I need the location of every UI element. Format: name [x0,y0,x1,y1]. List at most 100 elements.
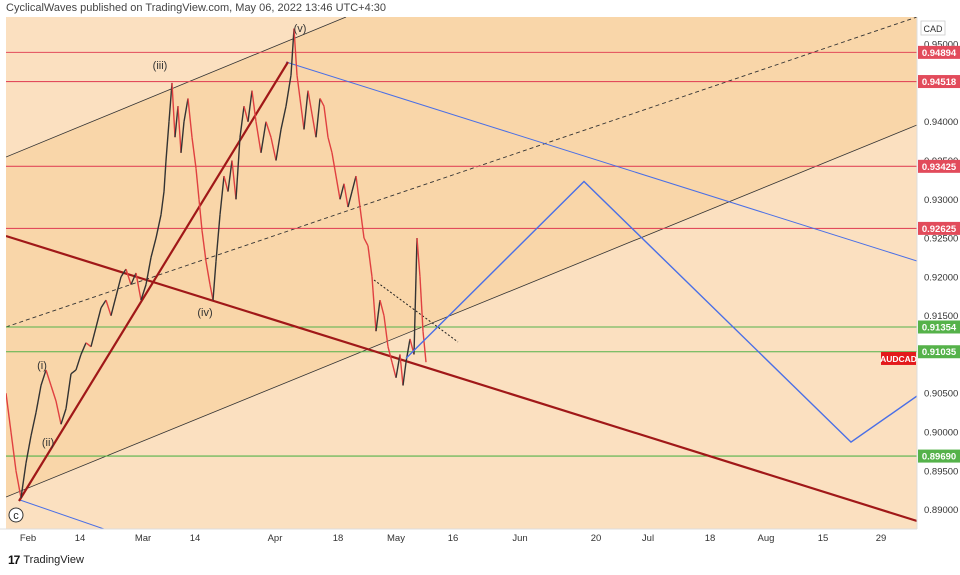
brand-name: TradingView [23,554,84,566]
price-segment [70,369,77,375]
level-price-label: 0.91035 [922,347,957,358]
x-tick-label: 29 [876,533,887,544]
x-tick-label: 14 [75,533,86,544]
price-segment [30,412,37,437]
price-segment [95,307,102,328]
price-segment [160,191,165,215]
currency-badge [920,20,946,36]
price-segment [270,137,277,161]
y-tick-label: 0.89500 [924,466,958,477]
price-segment [125,268,132,285]
current-price-symbol: AUDCAD [880,354,917,364]
x-tick-label: Mar [135,533,151,544]
level-price-label: 0.94894 [922,48,957,59]
price-segment [383,315,389,347]
level-price-tag [918,45,960,59]
price-segment [15,470,22,499]
price-segment [165,121,170,161]
price-segment [20,462,27,499]
price-segment [201,230,207,262]
x-tick-label: Aug [758,533,775,544]
x-tick-label: Feb [20,533,36,544]
price-segment [205,261,211,285]
price-segment [307,90,313,115]
price-segment [171,82,176,138]
price-segment [155,214,162,239]
wave-label: (iii) [153,60,168,72]
y-tick-label: 0.95000 [924,40,958,51]
y-tick-label: 0.92000 [924,272,958,283]
price-segment [311,113,317,138]
price-axis-bg [917,17,960,529]
price-segment [339,183,345,200]
price-segment [315,98,321,138]
price-segment [255,121,262,153]
x-tick-label: 18 [705,533,716,544]
price-segment [145,257,152,285]
price-segment [260,121,267,153]
channel-lower-line [6,124,917,498]
price-segment [231,160,237,200]
wave-label: (i) [37,360,47,372]
price-segment [90,327,97,347]
wave-label: (v) [294,23,307,35]
x-tick-label: 14 [190,533,201,544]
price-segment [335,175,341,200]
price-segment [363,237,369,247]
level-price-label: 0.93425 [922,162,957,173]
price-segment [247,90,253,122]
blue-lower-segment [19,499,105,529]
price-segment [319,98,325,107]
price-segment [413,238,418,355]
price-segment [187,98,193,138]
x-tick-label: Jun [512,533,527,544]
price-segment [191,137,197,169]
dotted-resistance-line [373,279,459,343]
price-segment [359,206,365,239]
price-segment [355,175,361,208]
price-segment [85,342,92,348]
level-price-tag [918,221,960,235]
wave-c-circle [8,507,24,523]
price-segment [223,175,229,192]
price-segment [343,183,349,208]
price-segment [130,272,137,285]
price-segment [80,342,87,355]
level-price-tag [918,320,960,334]
y-tick-label: 0.93000 [924,195,958,206]
level-price-tag [918,345,960,359]
channel-zone [6,17,917,497]
x-tick-label: 18 [333,533,344,544]
price-segment [55,400,62,425]
y-tick-label: 0.91500 [924,311,958,322]
price-segment [402,362,407,386]
brand-footer: 17 TradingView [8,553,84,567]
price-segment [422,331,427,363]
tradingview-logo-icon: 17 [8,553,20,567]
price-segment [285,75,292,107]
price-segment [6,393,12,433]
level-price-tag [918,75,960,89]
price-segment [140,284,147,301]
price-segment [40,369,47,386]
x-tick-label: Apr [268,533,283,544]
y-tick-label: 0.89000 [924,505,958,516]
price-segment [163,160,167,192]
x-tick-label: 15 [818,533,829,544]
y-tick-label: 0.90000 [924,428,958,439]
price-segment [35,385,42,413]
price-segment [280,106,287,130]
channel-upper-line [6,17,347,158]
price-segment [323,106,329,138]
price-segment [243,106,249,122]
price-segment [10,431,17,471]
price-segment [275,129,282,161]
x-tick-label: 16 [448,533,459,544]
price-segment [327,137,333,153]
price-segment [195,168,200,200]
price-segment [331,152,337,177]
price-segment [265,121,272,138]
price-segment [150,237,157,258]
